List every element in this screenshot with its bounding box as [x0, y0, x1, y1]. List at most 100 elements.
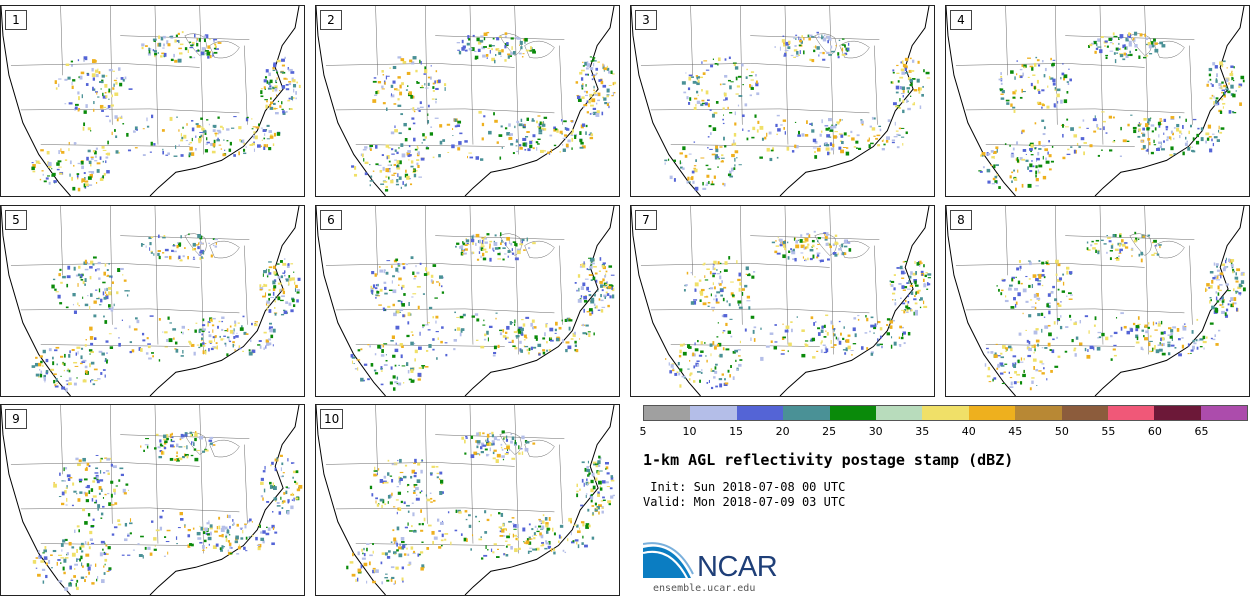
reflectivity-echo	[1132, 37, 1135, 40]
reflectivity-echo	[414, 529, 416, 531]
reflectivity-echo	[213, 38, 218, 41]
reflectivity-echo	[221, 320, 224, 323]
reflectivity-echo	[570, 120, 573, 122]
reflectivity-echo	[419, 491, 422, 494]
reflectivity-echo	[1043, 276, 1046, 279]
reflectivity-echo	[265, 268, 268, 271]
reflectivity-echo	[396, 151, 399, 155]
reflectivity-echo	[1049, 77, 1054, 80]
reflectivity-echo	[896, 146, 900, 149]
reflectivity-echo	[1025, 153, 1027, 155]
reflectivity-echo	[719, 275, 722, 280]
reflectivity-echo	[1142, 145, 1146, 149]
reflectivity-echo	[904, 300, 907, 303]
reflectivity-echo	[1132, 126, 1137, 130]
reflectivity-echo	[271, 542, 275, 546]
reflectivity-echo	[244, 523, 247, 525]
reflectivity-echo	[73, 575, 77, 578]
reflectivity-echo	[1005, 99, 1010, 102]
reflectivity-echo	[147, 343, 151, 345]
reflectivity-echo	[269, 106, 274, 110]
reflectivity-echo	[498, 52, 502, 55]
reflectivity-echo	[1012, 91, 1016, 95]
state-border	[469, 206, 474, 345]
reflectivity-echo	[103, 551, 105, 554]
reflectivity-echo	[1030, 149, 1032, 153]
reflectivity-echo	[398, 507, 402, 511]
reflectivity-echo	[152, 38, 157, 41]
reflectivity-echo	[841, 243, 844, 248]
reflectivity-echo	[162, 150, 165, 155]
reflectivity-echo	[1141, 140, 1144, 143]
reflectivity-echo	[667, 158, 670, 161]
reflectivity-echo	[915, 291, 917, 295]
reflectivity-echo	[1232, 93, 1236, 98]
reflectivity-echo	[73, 164, 75, 167]
reflectivity-echo	[595, 73, 598, 76]
reflectivity-echo	[1066, 118, 1069, 121]
reflectivity-echo	[87, 176, 92, 180]
reflectivity-echo	[417, 462, 421, 466]
reflectivity-echo	[1119, 248, 1123, 252]
reflectivity-echo	[199, 541, 203, 544]
reflectivity-echo	[190, 44, 194, 47]
reflectivity-echo	[77, 273, 81, 277]
reflectivity-echo	[1144, 324, 1148, 328]
reflectivity-echo	[268, 130, 273, 133]
reflectivity-echo	[521, 56, 524, 58]
reflectivity-echo	[149, 151, 152, 153]
reflectivity-echo	[755, 82, 759, 87]
reflectivity-echo	[574, 344, 577, 348]
reflectivity-echo	[1020, 381, 1023, 385]
reflectivity-echo	[205, 50, 209, 52]
reflectivity-echo	[393, 172, 397, 175]
reflectivity-echo	[113, 83, 115, 87]
reflectivity-echo	[1020, 357, 1023, 361]
reflectivity-echo	[986, 375, 991, 378]
reflectivity-echo	[413, 490, 416, 492]
reflectivity-echo	[480, 446, 483, 450]
reflectivity-echo	[374, 466, 376, 471]
reflectivity-echo	[487, 437, 489, 442]
reflectivity-echo	[1169, 154, 1173, 157]
reflectivity-echo	[582, 323, 585, 327]
reflectivity-echo	[113, 526, 118, 529]
reflectivity-echo	[824, 235, 828, 239]
reflectivity-echo	[94, 501, 97, 504]
reflectivity-echo	[98, 486, 102, 490]
reflectivity-echo	[392, 375, 396, 379]
reflectivity-echo	[1029, 65, 1033, 68]
reflectivity-echo	[401, 540, 405, 544]
basemap	[1, 405, 303, 595]
reflectivity-echo	[512, 523, 515, 525]
reflectivity-echo	[69, 565, 72, 570]
reflectivity-echo	[141, 43, 145, 47]
reflectivity-echo	[528, 538, 533, 540]
reflectivity-echo	[480, 536, 482, 538]
reflectivity-echo	[91, 59, 96, 64]
reflectivity-echo	[90, 163, 92, 167]
reflectivity-echo	[913, 89, 918, 92]
reflectivity-echo	[493, 442, 495, 446]
reflectivity-echo	[690, 272, 692, 274]
reflectivity-echo	[266, 307, 268, 311]
reflectivity-echo	[188, 340, 191, 343]
reflectivity-echo	[1160, 337, 1162, 342]
reflectivity-echo	[100, 372, 103, 375]
reflectivity-echo	[380, 370, 383, 372]
reflectivity-echo	[281, 295, 285, 298]
reflectivity-echo	[126, 132, 129, 137]
reflectivity-echo	[1135, 334, 1139, 339]
reflectivity-echo	[576, 94, 579, 97]
reflectivity-echo	[85, 576, 88, 578]
reflectivity-echo	[193, 448, 197, 451]
reflectivity-echo	[562, 137, 567, 139]
reflectivity-echo	[124, 290, 128, 292]
reflectivity-echo	[204, 527, 208, 531]
reflectivity-echo	[456, 242, 460, 245]
reflectivity-echo	[741, 288, 743, 291]
reflectivity-echo	[770, 340, 773, 343]
member-panel-10: 10	[315, 404, 620, 596]
reflectivity-echo	[489, 243, 491, 247]
reflectivity-echo	[791, 150, 795, 153]
